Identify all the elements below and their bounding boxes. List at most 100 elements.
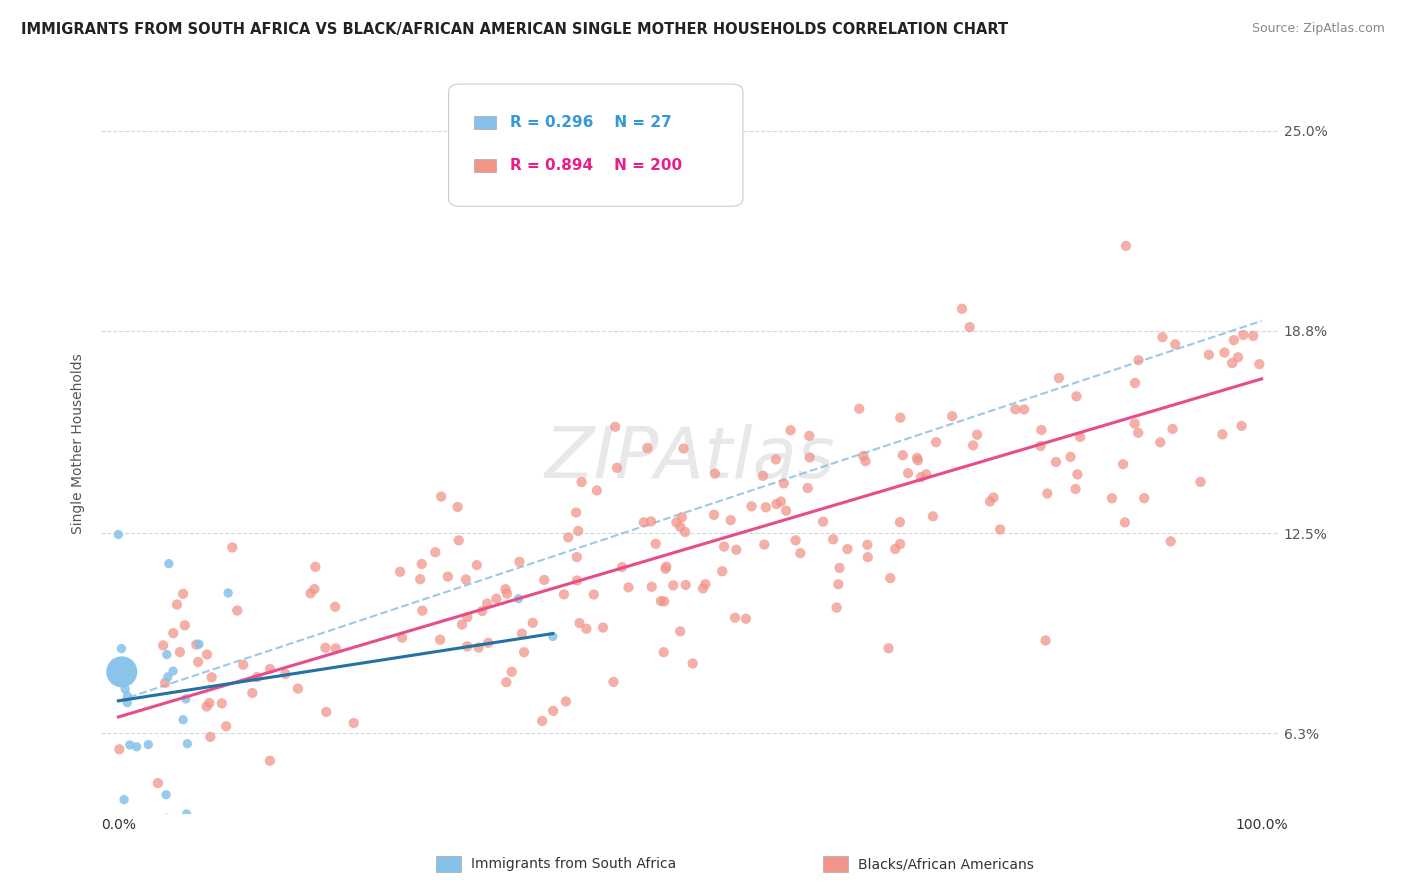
Point <box>186 638 208 652</box>
Point <box>879 571 901 585</box>
Point <box>195 648 218 662</box>
Point <box>176 737 198 751</box>
Point <box>1189 475 1212 489</box>
Point <box>837 542 859 557</box>
Point <box>456 610 478 624</box>
Point <box>889 537 911 551</box>
Point <box>1066 389 1088 403</box>
Point <box>1064 482 1087 496</box>
Point <box>1112 457 1135 471</box>
Point <box>465 558 488 573</box>
Point <box>495 675 517 690</box>
Point <box>187 637 209 651</box>
Point <box>315 705 337 719</box>
Point <box>765 452 787 467</box>
Point <box>1066 467 1088 482</box>
Point <box>343 716 366 731</box>
Point <box>274 666 297 681</box>
Point <box>654 562 676 576</box>
Point <box>735 612 758 626</box>
Point <box>652 645 675 659</box>
Point <box>789 546 811 560</box>
Point <box>557 530 579 544</box>
Point <box>111 665 134 679</box>
Point <box>475 597 498 611</box>
Point <box>1160 534 1182 549</box>
Point <box>200 730 222 744</box>
Point <box>905 450 928 465</box>
Text: ZIPAtlas: ZIPAtlas <box>544 424 835 492</box>
Point <box>411 557 433 571</box>
Point <box>451 617 474 632</box>
Point <box>1149 435 1171 450</box>
Point <box>323 599 346 614</box>
Point <box>107 527 129 541</box>
Point <box>1161 422 1184 436</box>
Point <box>169 645 191 659</box>
Point <box>827 577 849 591</box>
Point <box>1223 333 1246 347</box>
Point <box>541 630 564 644</box>
Point <box>533 573 555 587</box>
Point <box>1029 439 1052 453</box>
Point <box>299 586 322 600</box>
Point <box>602 674 624 689</box>
Point <box>568 616 591 631</box>
Point <box>565 506 588 520</box>
Point <box>741 500 763 514</box>
Point <box>695 577 717 591</box>
Point <box>586 483 609 498</box>
Point <box>1230 418 1253 433</box>
Point <box>922 509 945 524</box>
Point <box>1115 239 1137 253</box>
Point <box>652 594 675 608</box>
Point <box>1128 425 1150 440</box>
Point <box>153 676 176 690</box>
Point <box>1211 427 1233 442</box>
Point <box>211 697 233 711</box>
Point <box>785 533 807 548</box>
Point <box>510 626 533 640</box>
Point <box>662 578 685 592</box>
Point <box>155 811 177 825</box>
Text: R = 0.296    N = 27: R = 0.296 N = 27 <box>510 115 672 130</box>
Point <box>201 670 224 684</box>
Point <box>565 550 588 565</box>
Point <box>1035 633 1057 648</box>
Point <box>156 670 179 684</box>
Point <box>979 494 1001 508</box>
Point <box>796 481 818 495</box>
Point <box>941 409 963 424</box>
Point <box>430 490 453 504</box>
Y-axis label: Single Mother Households: Single Mother Households <box>72 353 86 533</box>
Point <box>325 641 347 656</box>
Point <box>259 662 281 676</box>
Point <box>752 468 775 483</box>
Text: R = 0.894    N = 200: R = 0.894 N = 200 <box>510 158 682 173</box>
Point <box>891 448 914 462</box>
Point <box>617 581 640 595</box>
Point <box>166 598 188 612</box>
Point <box>409 572 432 586</box>
Point <box>467 640 489 655</box>
Point <box>897 466 920 480</box>
Point <box>174 692 197 706</box>
Point <box>554 694 576 708</box>
Point <box>152 639 174 653</box>
Point <box>437 569 460 583</box>
Point <box>167 872 190 887</box>
Point <box>713 540 735 554</box>
Point <box>855 454 877 468</box>
Point <box>852 449 875 463</box>
Point <box>553 587 575 601</box>
Point <box>641 580 664 594</box>
Point <box>391 631 413 645</box>
Point <box>172 587 194 601</box>
Point <box>856 538 879 552</box>
Point <box>575 622 598 636</box>
Point <box>1045 455 1067 469</box>
Point <box>765 497 787 511</box>
Point <box>446 500 468 514</box>
Point <box>125 739 148 754</box>
Point <box>799 429 821 443</box>
